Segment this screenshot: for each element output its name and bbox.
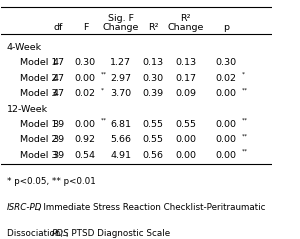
Text: **: ** (242, 133, 248, 138)
Text: 4.91: 4.91 (110, 151, 131, 160)
Text: , PTSD Diagnostic Scale: , PTSD Diagnostic Scale (66, 229, 170, 238)
Text: df: df (54, 23, 63, 32)
Text: 2.97: 2.97 (110, 74, 131, 83)
Text: 0.30: 0.30 (75, 58, 96, 67)
Text: 0.09: 0.09 (175, 89, 196, 98)
Text: 0.00: 0.00 (75, 74, 96, 83)
Text: **: ** (242, 118, 248, 123)
Text: Model 3: Model 3 (20, 89, 58, 98)
Text: 3.70: 3.70 (110, 89, 131, 98)
Text: 39: 39 (52, 151, 64, 160)
Text: **: ** (101, 72, 107, 77)
Text: F: F (83, 23, 88, 32)
Text: 0.39: 0.39 (142, 89, 164, 98)
Text: 0.00: 0.00 (216, 120, 237, 129)
Text: 0.13: 0.13 (142, 58, 164, 67)
Text: 0.17: 0.17 (175, 74, 196, 83)
Text: 0.55: 0.55 (142, 120, 164, 129)
Text: *: * (101, 87, 104, 92)
Text: 0.00: 0.00 (175, 136, 196, 144)
Text: 1.27: 1.27 (110, 58, 131, 67)
Text: 0.30: 0.30 (216, 58, 237, 67)
Text: 0.00: 0.00 (75, 120, 96, 129)
Text: 0.00: 0.00 (216, 89, 237, 98)
Text: , Immediate Stress Reaction Checklist-Peritraumatic: , Immediate Stress Reaction Checklist-Pe… (38, 203, 266, 212)
Text: 39: 39 (52, 120, 64, 129)
Text: 0.56: 0.56 (142, 151, 164, 160)
Text: Model 2: Model 2 (20, 136, 58, 144)
Text: 4-Week: 4-Week (7, 43, 42, 52)
Text: ISRC-PD: ISRC-PD (7, 203, 42, 212)
Text: R²: R² (148, 23, 158, 32)
Text: 0.55: 0.55 (175, 120, 196, 129)
Text: PDS: PDS (52, 229, 69, 238)
Text: *: * (242, 72, 244, 77)
Text: 0.13: 0.13 (175, 58, 196, 67)
Text: 0.00: 0.00 (216, 151, 237, 160)
Text: 0.00: 0.00 (175, 151, 196, 160)
Text: 12-Week: 12-Week (7, 105, 48, 114)
Text: Dissociation;: Dissociation; (7, 229, 66, 238)
Text: 47: 47 (52, 89, 64, 98)
Text: 0.00: 0.00 (216, 136, 237, 144)
Text: 0.02: 0.02 (216, 74, 237, 83)
Text: 0.92: 0.92 (75, 136, 96, 144)
Text: Model 2: Model 2 (20, 74, 58, 83)
Text: Change: Change (167, 23, 204, 32)
Text: Sig. F: Sig. F (108, 14, 134, 23)
Text: R²: R² (180, 14, 191, 23)
Text: * p<0.05, ** p<0.01: * p<0.05, ** p<0.01 (7, 177, 96, 186)
Text: 0.30: 0.30 (142, 74, 164, 83)
Text: **: ** (101, 118, 107, 123)
Text: **: ** (242, 149, 248, 154)
Text: 0.54: 0.54 (75, 151, 96, 160)
Text: Model 1: Model 1 (20, 120, 58, 129)
Text: 0.55: 0.55 (142, 136, 164, 144)
Text: 0.02: 0.02 (75, 89, 96, 98)
Text: 5.66: 5.66 (110, 136, 131, 144)
Text: 47: 47 (52, 74, 64, 83)
Text: Model 3: Model 3 (20, 151, 58, 160)
Text: p: p (223, 23, 229, 32)
Text: 47: 47 (52, 58, 64, 67)
Text: 6.81: 6.81 (110, 120, 131, 129)
Text: Model 1: Model 1 (20, 58, 58, 67)
Text: 39: 39 (52, 136, 64, 144)
Text: **: ** (242, 87, 248, 92)
Text: Change: Change (102, 23, 139, 32)
